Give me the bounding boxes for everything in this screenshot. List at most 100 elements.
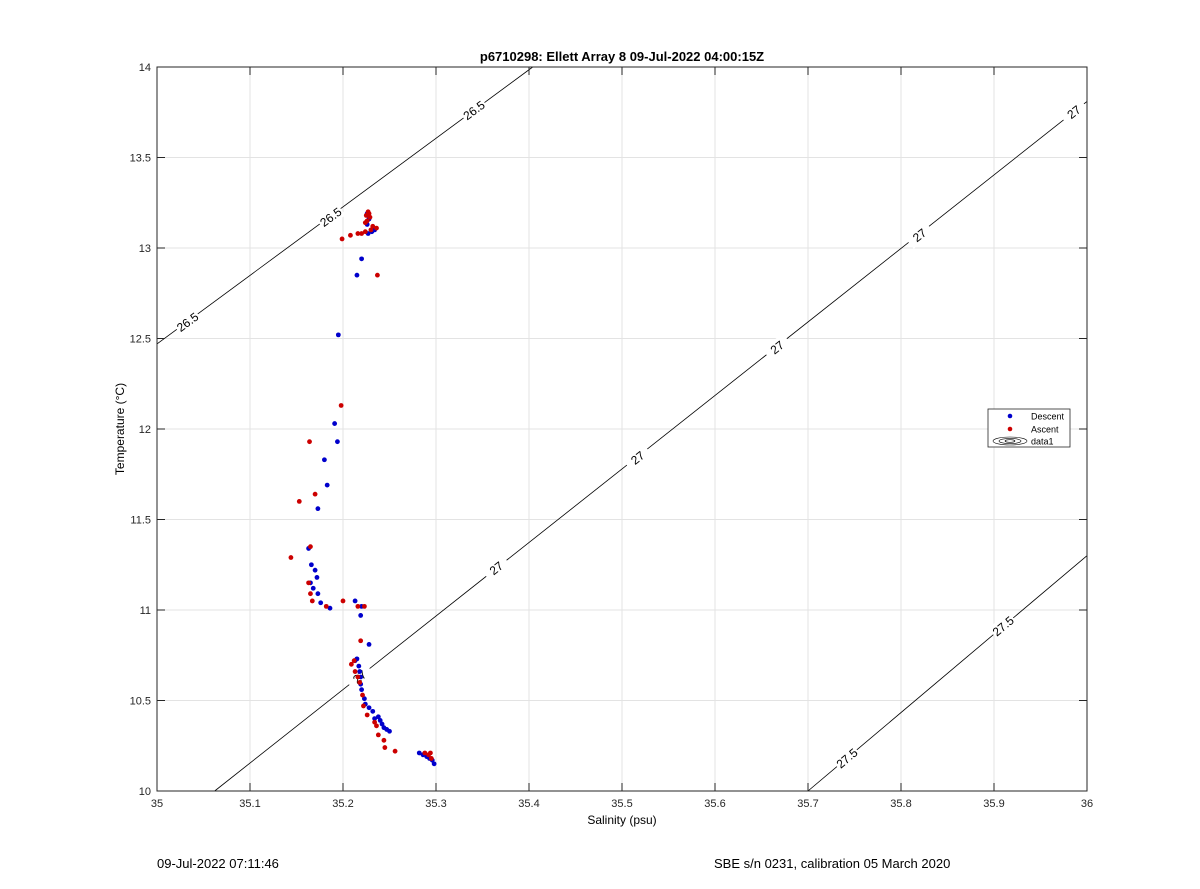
legend-descent-marker xyxy=(1007,413,1013,419)
y-tick-label: 10 xyxy=(139,786,151,798)
legend-descent-label: Descent xyxy=(1031,412,1065,422)
ascent-point xyxy=(339,236,345,242)
data-points xyxy=(288,209,437,767)
ascent-point xyxy=(381,737,387,743)
x-tick-label: 35.3 xyxy=(425,798,446,810)
descent-point xyxy=(310,585,316,591)
descent-point xyxy=(359,687,364,693)
y-tick-label: 13 xyxy=(139,243,151,255)
descent-point xyxy=(322,457,327,463)
y-tick-label: 11.5 xyxy=(130,515,151,527)
x-tick-label: 35.5 xyxy=(611,798,632,810)
descent-point xyxy=(315,591,321,597)
grid xyxy=(157,67,1087,791)
descent-point xyxy=(356,663,362,669)
ascent-point xyxy=(428,756,434,761)
isopycnal-label-bg xyxy=(904,220,935,249)
descent-point xyxy=(335,332,341,338)
legend-ascent-label: Ascent xyxy=(1031,425,1059,435)
ascent-point xyxy=(375,272,380,278)
y-tick-label: 12.5 xyxy=(130,334,151,346)
descent-point xyxy=(314,575,320,580)
descent-point xyxy=(366,641,372,647)
isopycnal-label-bg xyxy=(622,443,653,472)
ascent-point xyxy=(338,403,344,408)
isopycnal-label-bg xyxy=(762,333,792,362)
descent-point xyxy=(332,421,338,426)
ascent-point xyxy=(357,680,363,685)
descent-point xyxy=(312,567,318,573)
ascent-point xyxy=(308,591,313,597)
x-tick-label: 35.6 xyxy=(704,798,725,810)
ascent-point xyxy=(352,669,358,674)
ascent-point xyxy=(355,231,361,236)
descent-point xyxy=(335,439,340,445)
legend: Descent Ascent data1 xyxy=(987,408,1071,448)
descent-point xyxy=(366,705,372,711)
ascent-point xyxy=(375,732,381,738)
ascent-point xyxy=(374,723,379,729)
density-contours: 26.526.526.527272727272727.527.5 xyxy=(156,66,1089,792)
descent-point xyxy=(324,482,330,488)
series-ascent xyxy=(288,209,434,761)
ascent-point xyxy=(365,209,371,215)
ascent-point xyxy=(428,750,433,756)
x-tick-label: 35 xyxy=(151,798,163,810)
ascent-point xyxy=(309,598,315,604)
ascent-point xyxy=(323,603,329,609)
descent-point xyxy=(381,725,387,731)
ascent-point xyxy=(382,745,388,750)
x-tick-label: 35.1 xyxy=(239,798,260,810)
ascent-point xyxy=(361,603,367,609)
y-axis-label: Temperature (°C) xyxy=(113,383,127,475)
isopycnal-label-bg xyxy=(1058,97,1089,126)
descent-point xyxy=(361,696,367,702)
descent-point xyxy=(354,272,360,278)
footer-calibration: SBE s/n 0231, calibration 05 March 2020 xyxy=(714,856,951,871)
descent-point xyxy=(308,562,314,568)
isopycnal-label-bg xyxy=(988,611,1018,641)
ascent-point xyxy=(348,661,354,667)
ascent-point xyxy=(351,658,357,664)
ascent-point xyxy=(392,748,398,754)
isopycnal-label-bg xyxy=(831,743,862,773)
descent-point xyxy=(377,718,383,723)
x-axis-label: Salinity (psu) xyxy=(587,813,656,827)
ascent-point xyxy=(296,499,302,504)
x-tick-label: 35.9 xyxy=(983,798,1004,810)
x-tick-label: 35.2 xyxy=(332,798,353,810)
ascent-point xyxy=(312,491,318,497)
legend-box xyxy=(987,408,1071,448)
isopycnal-label-bg xyxy=(315,203,346,231)
ascent-point xyxy=(364,218,370,224)
descent-point xyxy=(375,714,381,720)
y-tick-label: 12 xyxy=(139,424,151,436)
descent-point xyxy=(359,256,364,262)
legend-contour-icon xyxy=(992,436,1028,446)
descent-point xyxy=(315,506,321,512)
legend-data1-label: data1 xyxy=(1031,437,1054,447)
ascent-point xyxy=(364,712,370,718)
isopycnal-label-bg xyxy=(172,308,203,336)
x-tick-label: 35.4 xyxy=(518,798,539,810)
ascent-point xyxy=(288,555,294,560)
descent-point xyxy=(357,669,363,674)
ascent-point xyxy=(340,598,346,604)
x-tick-label: 35.8 xyxy=(890,798,911,810)
ascent-point xyxy=(359,231,364,236)
y-tick-label: 10.5 xyxy=(130,696,151,708)
descent-point xyxy=(327,605,333,611)
ascent-point xyxy=(367,214,373,220)
x-tick-label: 36 xyxy=(1081,798,1093,810)
descent-point xyxy=(379,721,385,727)
ascent-point xyxy=(306,580,311,586)
descent-point xyxy=(372,716,378,721)
x-tick-label: 35.7 xyxy=(797,798,818,810)
ascent-point xyxy=(348,232,353,238)
ascent-point xyxy=(370,223,376,229)
ascent-point xyxy=(368,227,374,233)
legend-ascent-marker xyxy=(1007,426,1013,432)
ascent-point xyxy=(358,638,364,644)
ascent-point xyxy=(307,439,312,445)
descent-point xyxy=(416,750,422,756)
